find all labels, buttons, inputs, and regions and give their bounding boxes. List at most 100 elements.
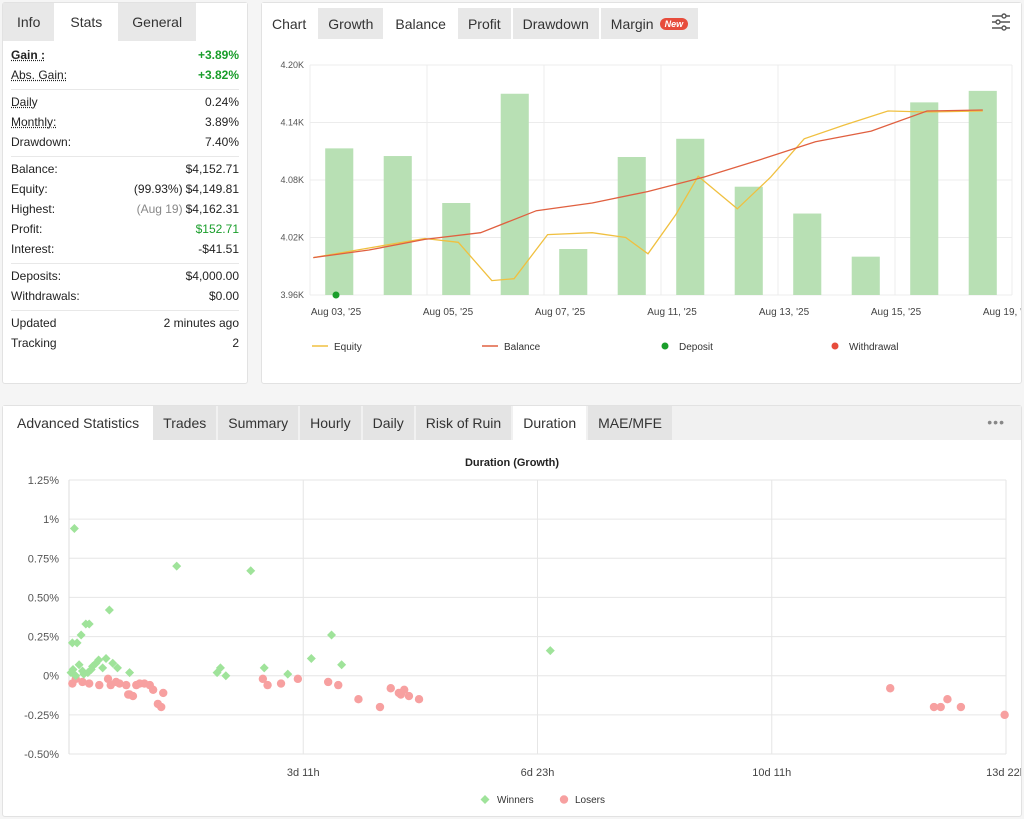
balance-bar — [793, 213, 822, 295]
stat-value: 0.24% — [204, 95, 239, 109]
legend-label: Equity — [334, 342, 362, 353]
balance-bar — [325, 148, 354, 295]
stat-label[interactable]: Monthly: — [11, 115, 57, 129]
stat-row-balance: Balance: $4,152.71 — [11, 159, 239, 179]
winner-point — [108, 658, 118, 668]
winner-point — [306, 653, 316, 663]
sliders-icon[interactable] — [991, 13, 1011, 31]
stats-list: Gain : +3.89% Abs. Gain: +3.82% Daily 0.24% Mo… — [3, 41, 247, 357]
tab-profit[interactable]: Profit — [457, 8, 511, 39]
tab-label: Duration — [523, 415, 577, 431]
winner-point — [94, 655, 104, 665]
y-tick-label: -0.50% — [24, 749, 59, 761]
y-tick-label: -0.25% — [24, 710, 59, 722]
loser-point — [323, 677, 333, 687]
stat-label[interactable]: Daily — [11, 95, 38, 109]
stat-value: $152.71 — [195, 222, 239, 236]
balance-bar — [559, 249, 588, 295]
advanced-statistics-panel: Advanced Statistics Trades Summary Hourly Da… — [2, 405, 1022, 817]
winner-point — [84, 619, 94, 629]
tab-general[interactable]: General — [118, 3, 197, 41]
loser-point — [276, 679, 286, 688]
tab-summary[interactable]: Summary — [218, 406, 299, 440]
stats-panel: Info Stats General Gain : +3.89% Abs. Gain: +… — [2, 2, 248, 384]
winner-point — [221, 671, 231, 681]
stat-row-equity: Equity: (99.93%) $4,149.81 — [11, 179, 239, 199]
balance-bar — [968, 90, 997, 295]
y-tick-label: 3.96K — [280, 290, 304, 300]
legend-item-winners: Winners — [480, 795, 534, 806]
loser-point — [929, 702, 939, 712]
balance-bar — [910, 102, 939, 295]
more-dots-icon[interactable]: ••• — [987, 414, 1005, 430]
x-tick-label: Aug 19, '25 — [983, 307, 1021, 318]
winner-point — [76, 630, 86, 640]
stat-label: Equity: — [11, 182, 48, 196]
tab-risk-of-ruin[interactable]: Risk of Ruin — [415, 406, 512, 440]
tab-chart[interactable]: Chart — [262, 8, 316, 39]
stat-label: Profit: — [11, 222, 43, 236]
stat-row-profit: Profit: $152.71 — [11, 219, 239, 239]
stat-row-abs-gain: Abs. Gain: +3.82% — [11, 65, 239, 85]
y-tick-label: 4.20K — [280, 60, 304, 70]
loser-point — [157, 702, 166, 712]
y-tick-label: 4.14K — [280, 118, 304, 128]
tab-label: Summary — [228, 415, 289, 431]
tab-daily[interactable]: Daily — [362, 406, 414, 440]
legend-label: Deposit — [679, 342, 713, 353]
legend-item-equity: Equity — [312, 342, 362, 353]
new-badge: New — [659, 17, 689, 30]
tab-mae-mfe[interactable]: MAE/MFE — [588, 406, 672, 440]
winner-point — [125, 668, 135, 678]
tab-balance[interactable]: Balance — [385, 8, 456, 39]
loser-point — [115, 679, 124, 688]
tab-margin[interactable]: Margin New — [600, 8, 699, 39]
tab-hourly[interactable]: Hourly — [300, 406, 361, 440]
winner-point — [327, 630, 337, 640]
tab-growth[interactable]: Growth — [318, 8, 384, 39]
stat-row-highest: Highest: (Aug 19) $4,162.31 — [11, 199, 239, 219]
winner-point — [337, 660, 347, 670]
stat-label[interactable]: Abs. Gain: — [11, 68, 68, 82]
balance-chart: 3.96K 4.02K 4.08K 4.14K 4.20K Aug 03, '25 Aug … — [280, 60, 1021, 353]
balance-bar — [383, 156, 412, 295]
loser-point — [400, 685, 409, 695]
tab-info[interactable]: Info — [3, 3, 55, 41]
loser-point — [122, 680, 131, 690]
stat-value: 2 minutes ago — [163, 316, 239, 330]
tab-stats[interactable]: Stats — [56, 3, 117, 41]
balance-bar — [500, 93, 529, 295]
stat-row-monthly: Monthly: 3.89% — [11, 112, 239, 132]
tab-label: Info — [17, 14, 41, 30]
stats-group: Gain : +3.89% Abs. Gain: +3.82% — [11, 43, 239, 90]
stat-prefix: (Aug 19) — [136, 202, 183, 216]
stat-label[interactable]: Gain : — [11, 48, 46, 62]
stat-row-withdrawals: Withdrawals: $0.00 — [11, 286, 239, 306]
winner-point — [112, 663, 122, 673]
legend-label: Losers — [575, 795, 605, 806]
loser-point — [354, 695, 363, 704]
x-tick-label: 6d 23h — [521, 767, 555, 779]
stat-label: Updated — [11, 316, 57, 330]
tab-drawdown[interactable]: Drawdown — [512, 8, 599, 39]
stats-group: Updated 2 minutes ago Tracking 2 — [11, 311, 239, 357]
balance-bar — [617, 157, 646, 295]
stat-label: Interest: — [11, 242, 55, 256]
tab-duration[interactable]: Duration — [513, 406, 587, 440]
stat-value: 7.40% — [204, 135, 239, 149]
y-tick-label: 1% — [43, 514, 59, 526]
loser-point — [293, 674, 303, 684]
legend-label: Withdrawal — [849, 342, 898, 353]
x-tick-label: Aug 11, '25 — [647, 307, 697, 318]
balance-bar — [676, 138, 705, 295]
tab-trades[interactable]: Trades — [153, 406, 217, 440]
tab-advanced-statistics[interactable]: Advanced Statistics — [3, 406, 154, 440]
stat-row-drawdown: Drawdown: 7.40% — [11, 132, 239, 152]
tab-label: Advanced Statistics — [17, 415, 140, 431]
loser-point — [78, 677, 87, 687]
loser-point — [1000, 710, 1009, 720]
stat-row-daily: Daily 0.24% — [11, 92, 239, 112]
loser-point — [943, 695, 952, 704]
x-tick-label: Aug 13, '25 — [759, 307, 810, 318]
legend-swatch — [480, 795, 490, 804]
